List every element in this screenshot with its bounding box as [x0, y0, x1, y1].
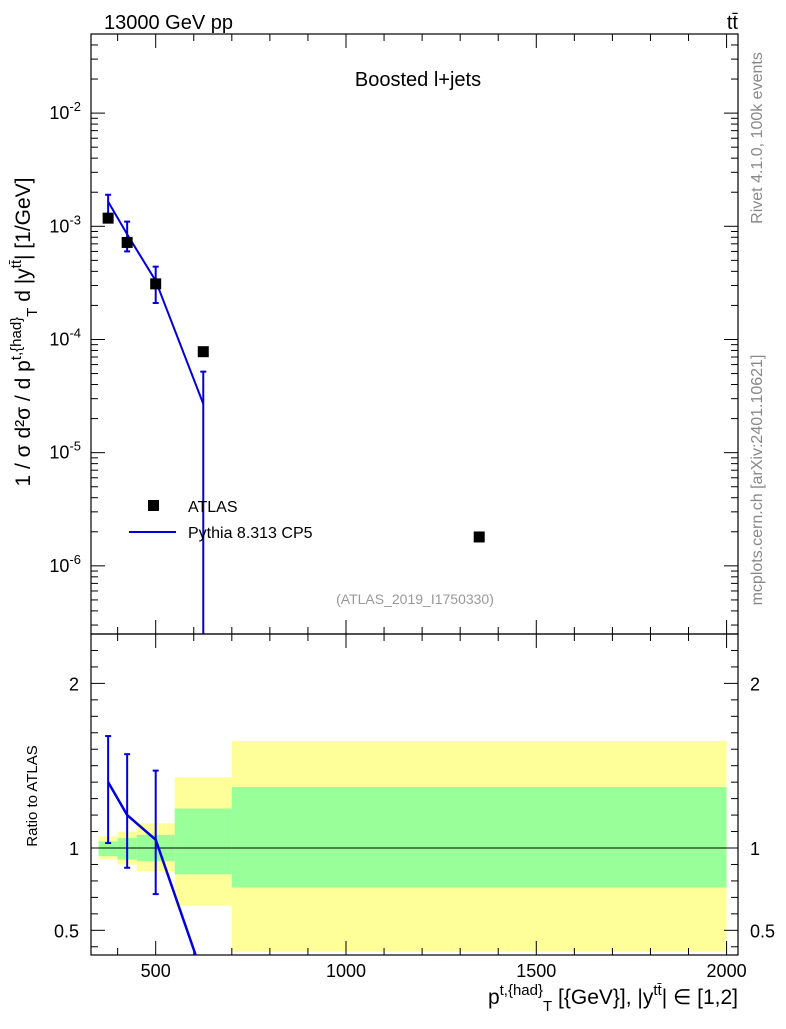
ratio-y-axis-label: Ratio to ATLAS — [24, 745, 41, 846]
x-tick-label: 1500 — [516, 961, 556, 981]
y-tick-label-right: 1 — [750, 839, 760, 859]
y-tick-label-right: 0.5 — [750, 921, 775, 941]
x-tick-label: 1000 — [326, 961, 366, 981]
rivet-version-label: Rivet 4.1.0, 100k events — [749, 52, 766, 224]
x-tick-label: 500 — [141, 961, 171, 981]
y-tick-label: 0.5 — [54, 921, 79, 941]
analysis-label: (ATLAS_2019_I1750330) — [336, 591, 494, 607]
uncertainty-band-green — [98, 841, 118, 857]
y-tick-label: 10-4 — [49, 325, 81, 349]
y-tick-label-right: 2 — [750, 674, 760, 694]
header-right-label: tt̄ — [727, 12, 739, 34]
uncertainty-band-green — [174, 808, 232, 875]
y-tick-label: 10-6 — [49, 552, 81, 576]
main-plot-frame — [90, 33, 739, 635]
uncertainty-band-green — [231, 787, 727, 888]
pythia-ratio-line — [107, 781, 197, 955]
legend: ATLAS Pythia 8.313 CP5 — [129, 499, 313, 542]
main-y-axis-label-text: 1 / σ d²σ / d pt,{had}​T​ d |ytt̄​| [1/G… — [8, 177, 41, 486]
main-title: Boosted l+jets — [355, 69, 481, 91]
x-axis-label: pt,{had}​T​ [{GeV}], |ytt̄​| ∈ [1,2] — [488, 982, 738, 1015]
atlas-data-point — [102, 212, 114, 224]
y-tick-label: 10-2 — [49, 99, 81, 123]
pythia-line — [107, 201, 205, 405]
legend-atlas-label: ATLAS — [188, 499, 238, 516]
y-tick-label: 2 — [69, 674, 79, 694]
legend-pythia-label: Pythia 8.313 CP5 — [188, 525, 313, 542]
y-tick-label: 1 — [69, 839, 79, 859]
atlas-data-point — [473, 531, 485, 543]
header-left-label: 13000 GeV pp — [104, 12, 233, 34]
ratio-plot-frame — [90, 633, 739, 956]
y-tick-label: 10-3 — [49, 212, 81, 236]
legend-atlas-marker — [148, 500, 159, 511]
x-tick-label: 2000 — [707, 961, 747, 981]
mcplots-label: mcplots.cern.ch [arXiv:2401.10621] — [749, 355, 766, 606]
atlas-data-point — [197, 346, 209, 358]
x-axis-label-text: pt,{had}​T​ [{GeV}], |ytt̄​| ∈ [1,2] — [488, 982, 738, 1015]
main-panel: 10-6 10-5 10-4 10-3 10-2 — [49, 33, 739, 635]
main-y-axis-label: 1 / σ d²σ / d pt,{had}​T​ d |ytt̄​| [1/G… — [8, 177, 41, 486]
atlas-data-point — [150, 278, 162, 290]
atlas-data-point — [121, 236, 133, 248]
y-tick-label: 10-5 — [49, 439, 81, 463]
